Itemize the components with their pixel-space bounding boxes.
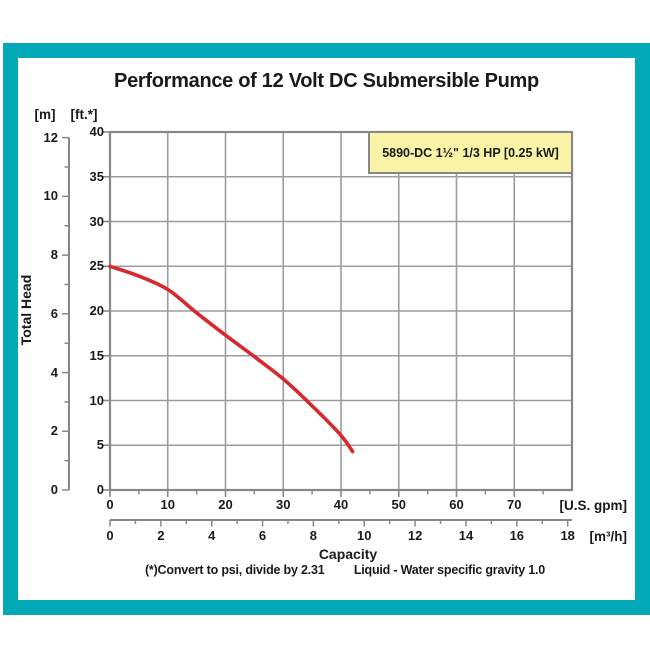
m-tick-label: 4 bbox=[50, 364, 58, 380]
m3h-tick-label: 14 bbox=[458, 528, 474, 543]
ft-tick-label: 25 bbox=[89, 258, 104, 274]
m-tick-label: 0 bbox=[50, 482, 58, 497]
gpm-tick-label: 20 bbox=[218, 497, 233, 512]
ft-tick-label: 0 bbox=[96, 482, 104, 497]
ft-tick-label: 20 bbox=[89, 303, 104, 318]
gpm-tick-label: 30 bbox=[276, 497, 291, 512]
m3h-tick-label: 16 bbox=[509, 528, 525, 543]
m-tick-label: 6 bbox=[50, 305, 58, 321]
m3h-tick-label: 10 bbox=[357, 528, 372, 543]
m3h-tick-label: 18 bbox=[560, 528, 575, 543]
x-axis-title: Capacity bbox=[318, 546, 378, 562]
y-axis-unit-feet: [ft.*] bbox=[70, 107, 98, 122]
m3h-tick-label: 8 bbox=[309, 528, 318, 543]
gpm-tick-label: 60 bbox=[449, 497, 464, 512]
m-tick-label: 8 bbox=[50, 247, 58, 263]
ft-tick-label: 30 bbox=[89, 213, 104, 229]
y-axis-unit-meters: [m] bbox=[34, 107, 56, 122]
pump-model-label-box: 5890-DC 1½" 1/3 HP [0.25 kW] bbox=[368, 131, 573, 174]
footnotes: (*)Convert to psi, divide by 2.31 Liquid… bbox=[40, 563, 650, 577]
ft-tick-label: 15 bbox=[89, 347, 104, 363]
gpm-tick-label: 70 bbox=[507, 497, 522, 512]
gpm-tick-label: 40 bbox=[333, 497, 349, 512]
m3h-tick-label: 12 bbox=[407, 528, 423, 543]
ft-tick-label: 35 bbox=[89, 168, 104, 184]
ft-tick-label: 40 bbox=[89, 124, 104, 139]
ft-tick-label: 10 bbox=[89, 392, 104, 408]
footnote-psi-conversion: (*)Convert to psi, divide by 2.31 bbox=[144, 563, 325, 577]
m-tick-label: 12 bbox=[43, 129, 58, 145]
m-tick-label: 2 bbox=[50, 423, 58, 439]
m3h-tick-label: 0 bbox=[106, 528, 114, 543]
m3h-tick-label: 4 bbox=[208, 528, 216, 543]
x-axis-unit-gpm: [U.S. gpm] bbox=[559, 498, 628, 513]
footnote-specific-gravity: Liquid - Water specific gravity 1.0 bbox=[353, 563, 546, 577]
x-axis-unit-m3h: [m³/h] bbox=[589, 529, 628, 544]
m-tick-label: 10 bbox=[43, 188, 58, 204]
gpm-tick-label: 50 bbox=[391, 497, 406, 512]
m3h-tick-label: 2 bbox=[157, 528, 165, 543]
m3h-tick-label: 6 bbox=[258, 528, 267, 543]
gpm-tick-label: 0 bbox=[106, 497, 114, 512]
gpm-tick-label: 10 bbox=[160, 497, 175, 512]
chart-title: Performance of 12 Volt DC Submersible Pu… bbox=[114, 70, 539, 92]
ft-tick-label: 5 bbox=[96, 437, 104, 453]
pump-performance-curve bbox=[108, 264, 355, 454]
